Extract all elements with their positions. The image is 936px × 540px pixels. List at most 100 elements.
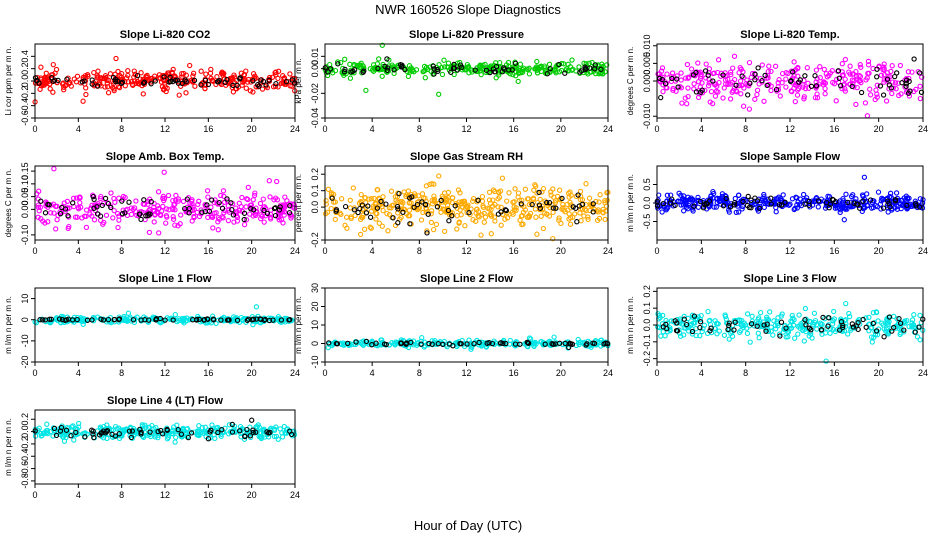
x-tick-label: 12 <box>461 368 471 378</box>
data-point <box>140 91 146 97</box>
data-point <box>703 61 709 67</box>
data-point <box>813 67 820 73</box>
data-point <box>244 429 251 435</box>
data-point <box>800 84 806 90</box>
data-point <box>660 324 666 330</box>
data-point <box>906 78 912 85</box>
data-point <box>873 328 880 334</box>
data-point <box>110 215 116 221</box>
data-point <box>438 197 444 204</box>
data-point <box>732 195 738 202</box>
data-point <box>367 66 373 72</box>
data-point <box>885 209 891 215</box>
data-point <box>64 76 70 82</box>
x-tick-label: 0 <box>654 246 659 256</box>
data-point <box>670 85 676 92</box>
panel-y-label: Li cor ppm per m n. <box>4 47 13 116</box>
data-point <box>917 312 923 319</box>
data-point <box>710 78 716 84</box>
data-point <box>846 310 852 317</box>
data-point <box>553 205 559 211</box>
data-point <box>562 70 568 76</box>
data-point <box>244 317 251 324</box>
data-point <box>530 195 537 201</box>
data-point <box>805 80 811 86</box>
data-point <box>162 317 168 323</box>
data-point <box>813 83 820 89</box>
data-point <box>837 327 843 333</box>
x-tick-label: 8 <box>743 246 748 256</box>
data-point <box>586 60 592 66</box>
data-point <box>215 227 221 233</box>
data-point <box>155 189 162 195</box>
x-tick-label: 16 <box>203 368 213 378</box>
data-point <box>556 215 562 221</box>
y-tick-label: -0.2 <box>20 86 30 102</box>
data-point <box>222 79 228 86</box>
data-point <box>681 313 687 320</box>
y-tick-label: -0.4 <box>20 448 30 464</box>
data-point <box>74 195 80 201</box>
data-point <box>78 316 84 323</box>
data-point <box>61 87 67 93</box>
data-point <box>566 211 572 217</box>
data-point <box>191 213 197 220</box>
data-point <box>267 194 273 200</box>
data-point <box>177 221 183 227</box>
data-point <box>418 217 425 223</box>
data-point <box>260 196 266 202</box>
data-point <box>780 192 786 198</box>
data-point <box>584 341 590 347</box>
data-point <box>731 200 738 206</box>
data-point <box>182 77 188 83</box>
data-point <box>892 205 898 211</box>
x-tick-label: 16 <box>203 246 213 256</box>
data-point <box>332 216 338 223</box>
data-point <box>881 64 887 70</box>
data-point <box>736 209 742 215</box>
data-point <box>423 64 430 71</box>
data-point <box>237 76 243 82</box>
data-point <box>720 72 726 78</box>
data-point <box>428 211 434 217</box>
data-point <box>202 77 209 83</box>
data-point <box>883 98 890 104</box>
data-point <box>779 311 785 317</box>
data-point <box>137 211 143 217</box>
data-point <box>570 214 576 220</box>
data-point <box>534 65 540 71</box>
data-point <box>365 203 371 209</box>
data-point <box>430 226 437 233</box>
data-point <box>688 66 695 72</box>
data-point <box>740 103 747 109</box>
data-point <box>100 317 107 323</box>
x-tick-label: 0 <box>32 124 37 134</box>
data-point <box>806 318 813 325</box>
data-point <box>829 321 836 327</box>
data-point <box>149 422 155 429</box>
y-tick-label: 0.0 <box>20 75 30 88</box>
x-tick-label: 4 <box>370 124 375 134</box>
data-point <box>111 195 117 202</box>
data-point <box>97 195 104 202</box>
panel-title: Slope Line 4 (LT) Flow <box>107 395 223 407</box>
y-tick-label: -0.010 <box>642 103 652 129</box>
data-point <box>61 428 67 434</box>
data-point <box>732 319 738 325</box>
data-point <box>55 77 61 84</box>
data-point <box>881 72 888 78</box>
data-point <box>783 84 789 90</box>
data-point <box>83 91 89 98</box>
data-point <box>845 331 851 337</box>
data-point <box>353 339 359 345</box>
data-point <box>333 206 339 212</box>
data-point <box>912 201 919 207</box>
data-point <box>125 68 131 74</box>
data-point <box>693 69 699 76</box>
data-point <box>796 312 802 318</box>
data-point <box>449 213 455 219</box>
data-point <box>102 430 109 436</box>
data-point <box>873 309 880 315</box>
data-point <box>91 196 97 203</box>
data-point <box>327 61 333 68</box>
